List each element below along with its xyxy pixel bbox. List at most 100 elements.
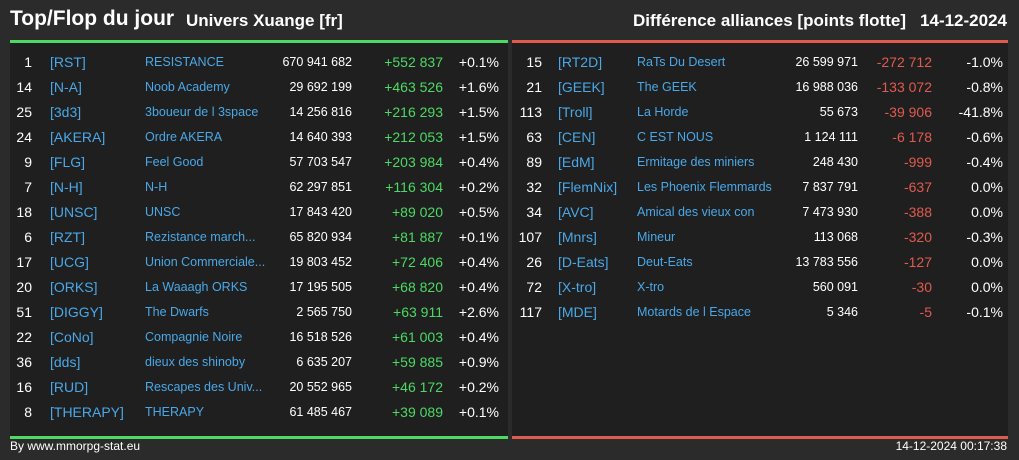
alliance-name-link[interactable]: Deut-Eats	[637, 255, 693, 269]
points-cell: 14 640 393	[289, 130, 352, 144]
alliance-name-link[interactable]: Union Commerciale...	[145, 255, 266, 269]
difference-cell: +46 172	[392, 379, 443, 395]
alliance-tag-link[interactable]: [CEN]	[558, 129, 596, 145]
alliance-name-link[interactable]: Motards de l Espace	[637, 305, 751, 319]
points-cell: 62 297 851	[289, 180, 352, 194]
alliance-tag-link[interactable]: [DIGGY]	[50, 304, 103, 320]
rank-cell: 107	[518, 229, 542, 245]
top-row: 25 [3d3] 3boueur de l 3space 14 256 816 +216…	[10, 100, 508, 125]
alliance-tag-link[interactable]: [MDE]	[558, 304, 597, 320]
percent-cell: -0.1%	[966, 304, 1003, 320]
alliance-tag-link[interactable]: [dds]	[50, 354, 81, 370]
alliance-tag-link[interactable]: [D-Eats]	[558, 254, 609, 270]
difference-cell: +59 885	[392, 354, 443, 370]
flop-row: 117 [MDE] Motards de l Espace 5 346 -5 -0.1%	[512, 300, 1008, 325]
alliance-name-link[interactable]: THERAPY	[145, 405, 205, 419]
footer-timestamp: 14-12-2024 00:17:38	[895, 439, 1007, 453]
rank-cell: 32	[526, 179, 542, 195]
alliance-name-link[interactable]: Ordre AKERA	[145, 130, 223, 144]
flop-row: 34 [AVC] Amical des vieux con 7 473 930 -388…	[512, 200, 1008, 225]
alliance-tag-link[interactable]: [FlemNix]	[558, 179, 618, 195]
alliance-tag-link[interactable]: [FLG]	[50, 154, 86, 170]
alliance-name-link[interactable]: Mineur	[637, 230, 676, 244]
alliance-name-link[interactable]: C EST NOUS	[637, 130, 714, 144]
alliance-name-link[interactable]: RaTs Du Desert	[637, 55, 726, 69]
alliance-name-link[interactable]: X-tro	[637, 280, 665, 294]
difference-cell: -133 072	[876, 79, 932, 95]
points-cell: 113 068	[813, 230, 858, 244]
alliance-name-link[interactable]: Rezistance march...	[145, 230, 256, 244]
percent-cell: +0.4%	[458, 329, 499, 345]
top-row: 17 [UCG] Union Commerciale... 19 803 452 +72…	[10, 250, 508, 275]
rank-cell: 113	[519, 104, 542, 120]
percent-cell: -41.8%	[958, 104, 1003, 120]
alliance-name-link[interactable]: 3boueur de l 3space	[145, 105, 259, 119]
percent-cell: +0.1%	[458, 54, 499, 70]
difference-cell: +203 984	[384, 154, 443, 170]
points-cell: 248 430	[812, 155, 858, 169]
difference-cell: -127	[903, 254, 932, 270]
percent-cell: +1.6%	[458, 79, 499, 95]
alliance-tag-link[interactable]: [GEEK]	[558, 79, 605, 95]
points-cell: 560 091	[812, 280, 858, 294]
alliance-tag-link[interactable]: [N-A]	[50, 79, 82, 95]
alliance-tag-link[interactable]: [CoNo]	[50, 329, 94, 345]
alliance-name-link[interactable]: Compagnie Noire	[145, 330, 243, 344]
percent-cell: +0.9%	[458, 354, 499, 370]
rank-cell: 26	[526, 254, 542, 270]
alliance-name-link[interactable]: La Horde	[637, 105, 689, 119]
alliance-name-link[interactable]: Ermitage des miniers	[637, 155, 755, 169]
percent-cell: -1.0%	[966, 54, 1003, 70]
percent-cell: -0.6%	[966, 129, 1003, 145]
flop-row: 107 [Mnrs] Mineur 113 068 -320 -0.3%	[512, 225, 1008, 250]
alliance-tag-link[interactable]: [N-H]	[50, 179, 83, 195]
alliance-name-link[interactable]: La Waaagh ORKS	[145, 280, 248, 294]
rank-cell: 89	[526, 154, 542, 170]
alliance-tag-link[interactable]: [3d3]	[50, 104, 82, 120]
points-cell: 19 803 452	[289, 255, 352, 269]
alliance-name-link[interactable]: Rescapes des Univ...	[145, 380, 263, 394]
alliance-name-link[interactable]: Feel Good	[145, 155, 204, 169]
alliance-name-link[interactable]: The GEEK	[637, 80, 697, 94]
points-cell: 14 256 816	[289, 105, 352, 119]
alliance-tag-link[interactable]: [RZT]	[50, 229, 85, 245]
rank-cell: 24	[16, 129, 32, 145]
alliance-tag-link[interactable]: [RT2D]	[558, 54, 603, 70]
alliance-name-link[interactable]: RESISTANCE	[145, 55, 224, 69]
alliance-tag-link[interactable]: [AVC]	[558, 204, 594, 220]
top-losers-panel: 15 [RT2D] RaTs Du Desert 26 599 971 -272 712…	[512, 40, 1008, 439]
alliance-tag-link[interactable]: [ORKS]	[50, 279, 98, 295]
alliance-tag-link[interactable]: [UNSC]	[50, 204, 98, 220]
rank-cell: 9	[24, 154, 32, 170]
flop-row: 113 [Troll] La Horde 55 673 -39 906 -41.8%	[512, 100, 1008, 125]
difference-cell: -388	[903, 204, 932, 220]
points-cell: 7 473 930	[802, 205, 858, 219]
alliance-tag-link[interactable]: [THERAPY]	[50, 404, 124, 420]
rank-cell: 34	[526, 204, 542, 220]
alliance-name-link[interactable]: dieux des shinoby	[145, 355, 246, 369]
points-cell: 2 565 750	[296, 305, 352, 319]
top-row: 20 [ORKS] La Waaagh ORKS 17 195 505 +68 820 +…	[10, 275, 508, 300]
alliance-tag-link[interactable]: [EdM]	[558, 154, 595, 170]
difference-cell: -999	[903, 154, 932, 170]
source-credit[interactable]: By www.mmorpg-stat.eu	[10, 439, 141, 453]
alliance-name-link[interactable]: UNSC	[145, 205, 181, 219]
alliance-tag-link[interactable]: [Troll]	[558, 104, 593, 120]
alliance-tag-link[interactable]: [AKERA]	[50, 129, 106, 145]
flop-row: 26 [D-Eats] Deut-Eats 13 783 556 -127 0.0%	[512, 250, 1008, 275]
percent-cell: +0.2%	[458, 179, 499, 195]
alliance-name-link[interactable]: N-H	[145, 180, 168, 194]
alliance-tag-link[interactable]: [RUD]	[50, 379, 89, 395]
alliance-tag-link[interactable]: [UCG]	[50, 254, 89, 270]
alliance-tag-link[interactable]: [Mnrs]	[558, 229, 597, 245]
percent-cell: +0.4%	[458, 154, 499, 170]
alliance-name-link[interactable]: Les Phoenix Flemmards	[637, 180, 772, 194]
alliance-tag-link[interactable]: [X-tro]	[558, 279, 597, 295]
alliance-tag-link[interactable]: [RST]	[50, 54, 86, 70]
alliance-name-link[interactable]: Noob Academy	[145, 80, 230, 94]
points-cell: 6 635 207	[296, 355, 352, 369]
points-cell: 55 673	[819, 105, 858, 119]
flop-row: 21 [GEEK] The GEEK 16 988 036 -133 072 -0.8%	[512, 75, 1008, 100]
alliance-name-link[interactable]: The Dwarfs	[145, 305, 209, 319]
alliance-name-link[interactable]: Amical des vieux con	[637, 205, 755, 219]
